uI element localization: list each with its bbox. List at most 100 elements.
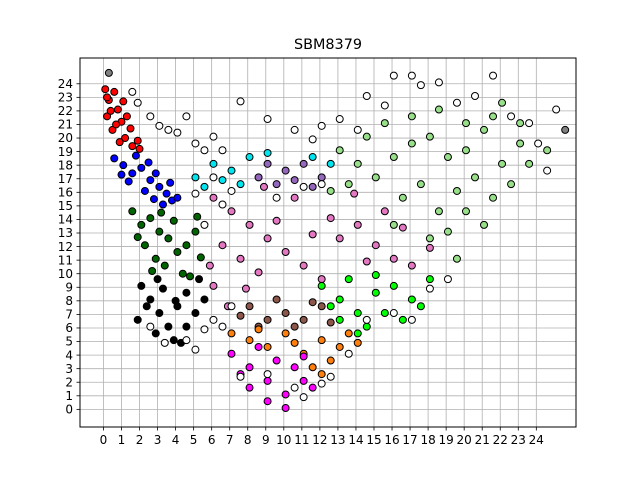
- data-point: [380, 119, 389, 128]
- data-point: [326, 356, 335, 365]
- data-point: [166, 178, 175, 187]
- data-point: [308, 153, 317, 162]
- data-point: [389, 71, 398, 80]
- data-point: [407, 139, 416, 148]
- data-point: [489, 112, 498, 121]
- data-point: [101, 85, 110, 94]
- data-point: [416, 302, 425, 311]
- x-tick-label: 22: [493, 433, 508, 447]
- data-point: [461, 207, 470, 216]
- y-tick-label: 0: [65, 403, 73, 417]
- data-point: [146, 176, 155, 185]
- data-point: [461, 119, 470, 128]
- data-point: [115, 138, 124, 147]
- data-point: [191, 139, 200, 148]
- point-cluster: [236, 295, 335, 331]
- data-point: [263, 342, 272, 351]
- data-point: [218, 200, 227, 209]
- data-point: [160, 261, 169, 270]
- data-point: [299, 182, 308, 191]
- data-point: [443, 227, 452, 236]
- x-tick-label: 16: [384, 433, 399, 447]
- data-point: [155, 182, 164, 191]
- data-point: [480, 125, 489, 134]
- data-point: [516, 119, 525, 128]
- data-point: [281, 329, 290, 338]
- point-cluster: [133, 275, 209, 347]
- data-point: [119, 161, 128, 170]
- data-point: [398, 223, 407, 232]
- point-cluster: [101, 85, 144, 153]
- data-point: [124, 177, 133, 186]
- data-point: [104, 68, 113, 77]
- data-point: [389, 254, 398, 263]
- data-point: [259, 182, 268, 191]
- data-point: [133, 315, 142, 324]
- data-point: [128, 169, 137, 178]
- data-point: [353, 159, 362, 168]
- x-tick-label: 11: [294, 433, 309, 447]
- data-point: [525, 159, 534, 168]
- data-point: [335, 295, 344, 304]
- data-point: [186, 272, 195, 281]
- data-point: [218, 146, 227, 155]
- data-point: [254, 325, 263, 334]
- x-tick-label: 13: [330, 433, 345, 447]
- data-point: [407, 295, 416, 304]
- data-point: [317, 370, 326, 379]
- data-point: [164, 125, 173, 134]
- data-point: [407, 315, 416, 324]
- data-point: [425, 132, 434, 141]
- data-point: [489, 193, 498, 202]
- data-point: [182, 288, 191, 297]
- data-point: [106, 106, 115, 115]
- data-point: [209, 132, 218, 141]
- data-point: [543, 146, 552, 155]
- x-axis: 0 1 2 3 4 5 6 7 8 9 10 11 12 13 14 15 16 17 18 19 20 21 22 23 24: [100, 427, 544, 447]
- x-tick-label: 23: [511, 433, 526, 447]
- data-point: [164, 322, 173, 331]
- x-tick-label: 1: [118, 433, 126, 447]
- data-point: [353, 329, 362, 338]
- data-point: [299, 159, 308, 168]
- data-point: [191, 173, 200, 182]
- y-tick-label: 23: [58, 91, 73, 105]
- data-point: [146, 214, 155, 223]
- data-point: [245, 383, 254, 392]
- x-tick-label: 15: [366, 433, 381, 447]
- y-tick-label: 8: [65, 294, 73, 308]
- data-point: [254, 173, 263, 182]
- data-point: [561, 125, 570, 134]
- data-point: [110, 87, 119, 96]
- data-point: [236, 180, 245, 189]
- data-point: [133, 233, 142, 242]
- data-point: [272, 216, 281, 225]
- data-point: [171, 296, 180, 305]
- data-point: [389, 309, 398, 318]
- data-point: [281, 309, 290, 318]
- data-point: [317, 281, 326, 290]
- data-point: [299, 261, 308, 270]
- data-point: [263, 376, 272, 385]
- x-tick-label: 9: [262, 433, 270, 447]
- data-point: [461, 146, 470, 155]
- data-point: [389, 153, 398, 162]
- data-point: [344, 180, 353, 189]
- data-point: [245, 363, 254, 372]
- data-point: [205, 261, 214, 270]
- x-tick-label: 21: [475, 433, 490, 447]
- data-point: [146, 112, 155, 121]
- y-tick-label: 22: [58, 104, 73, 118]
- data-point: [416, 180, 425, 189]
- data-point: [160, 338, 169, 347]
- data-point: [173, 128, 182, 137]
- data-point: [151, 169, 160, 178]
- data-point: [142, 302, 151, 311]
- data-point: [209, 193, 218, 202]
- data-point: [308, 298, 317, 307]
- data-point: [434, 78, 443, 87]
- data-point: [317, 180, 326, 189]
- data-point: [344, 349, 353, 358]
